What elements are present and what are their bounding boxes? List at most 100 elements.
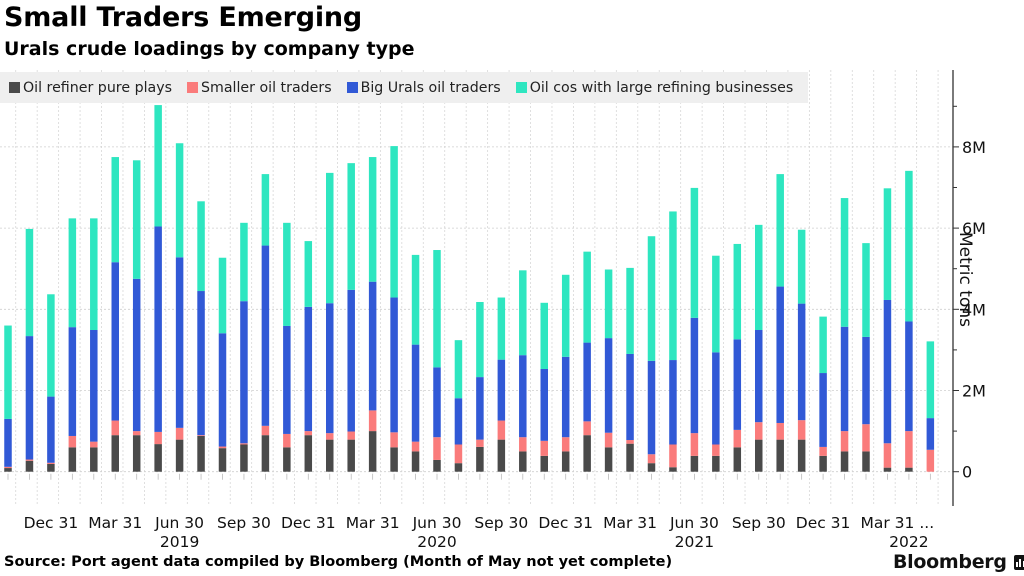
bar-segment-4 xyxy=(819,316,827,374)
bar-segment-3 xyxy=(905,321,913,432)
bar-segment-4 xyxy=(926,341,935,419)
bar-segment-4 xyxy=(411,254,420,345)
bars xyxy=(4,105,935,472)
bar-segment-1 xyxy=(733,447,742,472)
x-tick-label: Dec 31 xyxy=(281,514,336,532)
bar-segment-2 xyxy=(411,441,420,452)
bar-segment-1 xyxy=(561,451,570,472)
bar-segment-2 xyxy=(132,431,141,436)
legend-swatch xyxy=(9,82,20,93)
bar-segment-2 xyxy=(883,443,892,468)
bar-segment-4 xyxy=(390,146,398,298)
bar-segment-3 xyxy=(68,327,77,436)
bar-segment-1 xyxy=(690,455,699,472)
bar-segment-4 xyxy=(47,294,55,397)
y-tick-label: 4M xyxy=(962,300,986,319)
bar-segment-1 xyxy=(111,435,119,472)
bar-segment-4 xyxy=(797,229,806,304)
bar-segment-2 xyxy=(905,431,913,468)
bar-segment-4 xyxy=(90,218,98,331)
bar-segment-3 xyxy=(368,281,377,411)
bar-segment-3 xyxy=(712,352,720,445)
bar-segment-1 xyxy=(368,431,377,472)
bar-segment-3 xyxy=(733,339,742,430)
bar-segment-4 xyxy=(540,302,548,369)
legend-swatch xyxy=(515,82,527,93)
bar-segment-1 xyxy=(132,435,141,472)
bar-segment-3 xyxy=(111,262,119,421)
y-tick-label: 6M xyxy=(962,219,986,238)
legend-item-big-urals-traders: Big Urals oil traders xyxy=(346,80,501,96)
bar-segment-3 xyxy=(411,344,420,442)
bar-segment-2 xyxy=(690,433,699,456)
bar-segment-1 xyxy=(776,439,784,472)
bar-segment-4 xyxy=(240,222,248,302)
bar-segment-2 xyxy=(111,420,119,436)
bar-segment-3 xyxy=(862,336,870,425)
bar-segment-4 xyxy=(347,163,355,290)
bar-segment-3 xyxy=(47,396,55,463)
bar-segment-4 xyxy=(476,301,484,378)
bar-segment-4 xyxy=(755,224,763,331)
bar-segment-2 xyxy=(862,424,870,452)
x-axis-labels: Dec 31 Mar 31 Jun 30 Sep 30 Dec 31 Mar 31 Jun … xyxy=(7,473,934,551)
bar-segment-3 xyxy=(154,226,162,432)
bar-segment-1 xyxy=(647,463,656,472)
bar-segment-2 xyxy=(797,420,806,440)
bar-segment-1 xyxy=(347,439,355,472)
bar-segment-1 xyxy=(905,467,913,472)
bar-segment-3 xyxy=(4,418,12,467)
bar-segment-3 xyxy=(797,303,806,421)
y-axis-title: Metric tons xyxy=(955,232,975,327)
bar-segment-2 xyxy=(433,437,441,460)
bar-segment-4 xyxy=(283,222,291,326)
legend-item-refiner-pure-plays: Oil refiner pure plays xyxy=(9,80,172,96)
bar-segment-3 xyxy=(347,289,355,432)
bar-segment-1 xyxy=(583,435,591,472)
bar-segment-4 xyxy=(604,269,613,339)
bar-segment-2 xyxy=(4,466,12,469)
bar-segment-3 xyxy=(433,367,441,438)
bar-segment-3 xyxy=(519,355,527,438)
bar-segment-1 xyxy=(604,447,613,472)
bar-segment-1 xyxy=(390,447,398,472)
x-tick-label: Mar 31 xyxy=(860,514,914,532)
legend-item-oil-cos-refining: Oil cos with large refining businesses xyxy=(515,80,793,96)
bar-segment-1 xyxy=(283,447,291,472)
bar-segment-3 xyxy=(819,373,827,447)
legend-label: Smaller oil traders xyxy=(201,79,332,96)
bar-segment-4 xyxy=(583,251,591,343)
bar-segment-2 xyxy=(776,422,784,440)
bloomberg-logo: Bloomberg xyxy=(893,551,1024,573)
bar-segment-4 xyxy=(690,187,699,318)
legend-label: Oil refiner pure plays xyxy=(23,79,172,96)
bar-segment-2 xyxy=(926,449,935,472)
bar-segment-1 xyxy=(540,455,548,472)
bar-segment-4 xyxy=(111,157,119,263)
bar-segment-3 xyxy=(561,356,570,438)
bar-segment-1 xyxy=(755,439,763,472)
brand-name: Bloomberg xyxy=(893,551,1007,573)
bar-segment-3 xyxy=(755,330,763,423)
bar-segment-1 xyxy=(240,444,248,472)
y-tick-label: 0 xyxy=(962,463,972,482)
chart-title: Small Traders Emerging xyxy=(4,2,363,33)
x-tick-label: Jun 30 xyxy=(669,514,719,532)
bar-segment-4 xyxy=(905,170,913,322)
bar-segment-1 xyxy=(862,451,870,472)
bar-segment-2 xyxy=(304,431,313,436)
bar-segment-1 xyxy=(476,446,484,472)
bar-segment-1 xyxy=(4,468,12,472)
bar-segment-2 xyxy=(197,435,205,436)
bar-segment-1 xyxy=(261,435,270,472)
x-year-label: 2020 xyxy=(417,533,456,551)
bar-segment-4 xyxy=(712,255,720,353)
bar-segment-2 xyxy=(154,431,162,445)
bar-segment-2 xyxy=(47,462,55,464)
bar-segment-4 xyxy=(326,172,334,304)
x-tick-label: Sep 30 xyxy=(474,514,528,532)
gridlines xyxy=(0,70,953,506)
bar-segment-2 xyxy=(68,435,77,448)
bar-segment-3 xyxy=(669,360,677,445)
bar-segment-3 xyxy=(540,368,548,441)
